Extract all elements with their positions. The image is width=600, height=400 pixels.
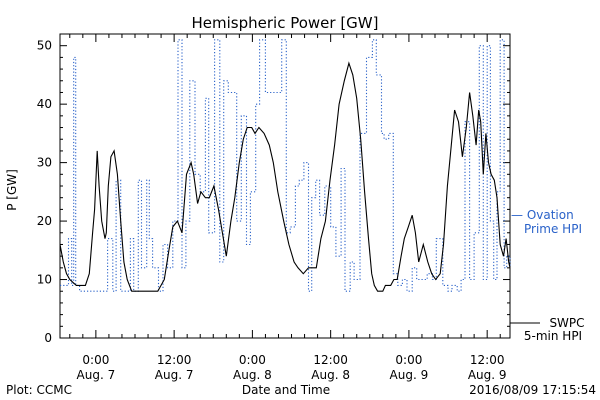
series-ovation-prime-hpi [60, 39, 511, 292]
series-swpc-hpi [59, 61, 511, 292]
legend-ovation-line2: Prime HPI [524, 222, 582, 236]
x-tick-date-label: Aug. 8 [233, 368, 272, 382]
x-tick-date-label: Aug. 9 [390, 368, 429, 382]
legend-swpc-line2: 5-min HPI [524, 329, 582, 343]
y-axis-label: P [GW] [5, 169, 19, 211]
chart-title: Hemispheric Power [GW] [192, 14, 379, 32]
x-tick-time-label: 0:00 [82, 353, 109, 367]
plot-frame [59, 33, 511, 339]
plot-credit: Plot: CCMC [6, 383, 72, 397]
y-tick-label: 50 [37, 39, 52, 53]
y-tick-label: 20 [37, 214, 52, 228]
x-tick-time-label: 12:00 [470, 353, 505, 367]
x-tick-date-label: Aug. 7 [155, 368, 194, 382]
x-tick-time-label: 12:00 [157, 353, 192, 367]
x-tick-date-label: Aug. 8 [311, 368, 350, 382]
y-tick-label: 30 [37, 156, 52, 170]
legend-ovation-line1: — Ovation [511, 208, 574, 222]
x-tick-time-label: 0:00 [395, 353, 422, 367]
y-tick-label: 10 [37, 273, 52, 287]
legend-swpc-line1: SWPC [549, 316, 584, 330]
y-axis-ticks: 0 10 20 30 40 50 [37, 33, 510, 345]
plot-timestamp: 2016/08/09 17:15:54 [469, 383, 596, 397]
x-axis-label: Date and Time [242, 383, 330, 397]
y-tick-label: 40 [37, 97, 52, 111]
x-tick-time-label: 12:00 [313, 353, 348, 367]
y-tick-label: 0 [44, 331, 52, 345]
x-tick-time-label: 0:00 [239, 353, 266, 367]
x-tick-date-label: Aug. 9 [468, 368, 507, 382]
x-tick-date-label: Aug. 7 [77, 368, 116, 382]
